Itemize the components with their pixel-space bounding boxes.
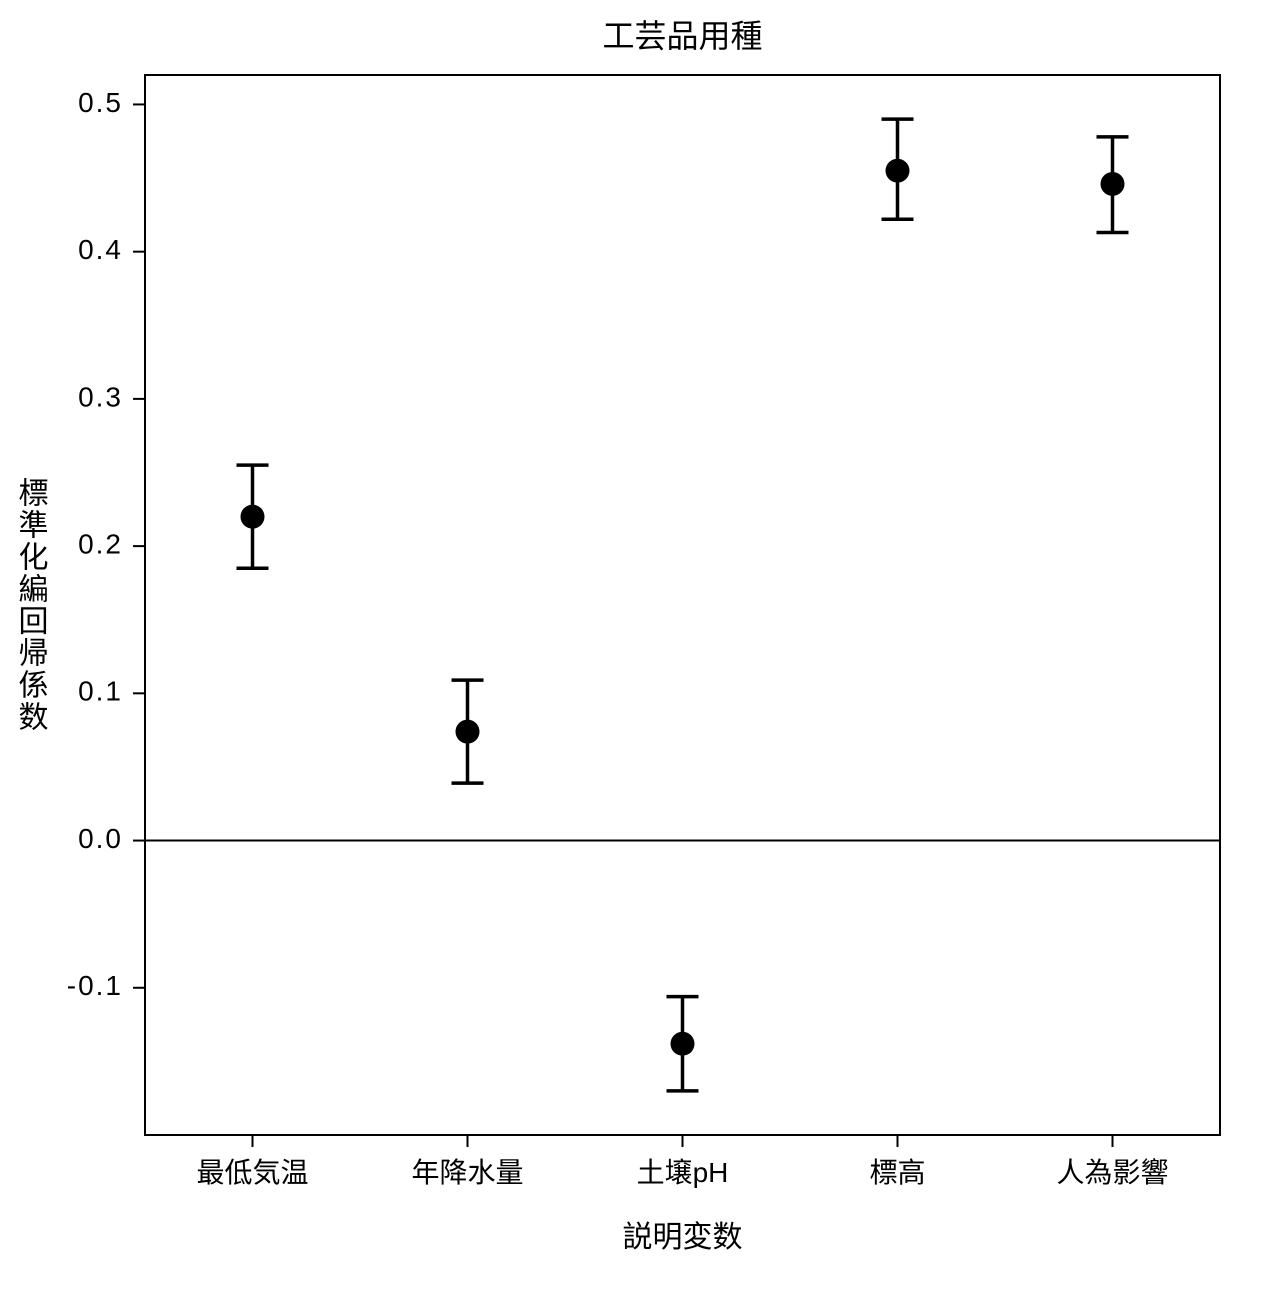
y-tick-label: 0.2 xyxy=(78,529,123,560)
chart-container: -0.1 0.0 0.1 0.2 0.3 0.4 0.5 最低気温 年降水量 土壌pH 標高 人為影響… xyxy=(0,0,1280,1295)
y-tick-label: 0.4 xyxy=(78,234,123,265)
coefficient-chart: -0.1 0.0 0.1 0.2 0.3 0.4 0.5 最低気温 年降水量 土壌pH 標高 人為影響… xyxy=(0,0,1280,1295)
x-tick-label: 土壌pH xyxy=(637,1157,729,1188)
x-tick-label: 最低気温 xyxy=(196,1157,308,1188)
x-tick-label: 標高 xyxy=(869,1157,925,1188)
y-tick-label: 0.3 xyxy=(78,381,123,412)
chart-title: 工芸品用種 xyxy=(602,18,762,54)
x-tick-label: 年降水量 xyxy=(411,1157,523,1188)
x-tick-label: 人為影響 xyxy=(1056,1157,1168,1188)
y-axis-label: 標準化編回帰係数 xyxy=(14,477,49,733)
y-tick-label: -0.1 xyxy=(67,970,123,1001)
y-tick-label: 0.5 xyxy=(78,87,123,118)
y-tick-label: 0.0 xyxy=(78,823,123,854)
y-tick-label: 0.1 xyxy=(78,676,123,707)
x-axis-label: 説明変数 xyxy=(623,1221,743,1254)
